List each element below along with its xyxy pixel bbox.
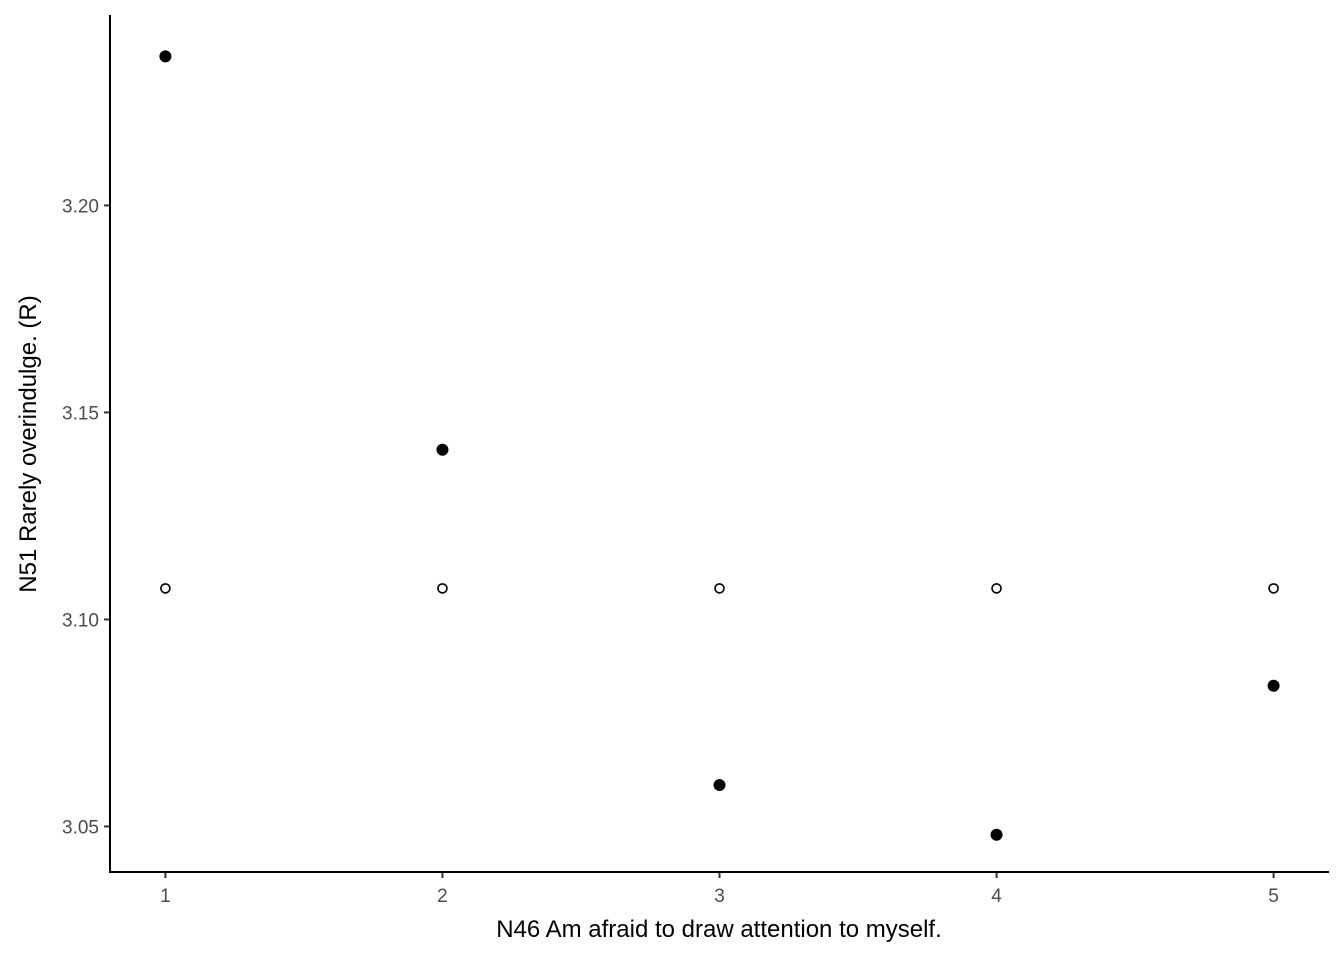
open-data-point (160, 583, 171, 594)
filled-data-point (990, 828, 1003, 841)
x-tick-label: 5 (1268, 886, 1279, 907)
y-tick-label: 3.05 (62, 817, 99, 838)
filled-data-point (436, 443, 449, 456)
x-tick-label: 1 (160, 886, 171, 907)
x-axis-ticks: 1 2 3 4 5 (160, 872, 1279, 907)
open-data-point (437, 583, 448, 594)
filled-data-point (159, 50, 172, 63)
y-axis-ticks: 3.05 3.10 3.15 3.20 (62, 196, 110, 838)
open-data-point (714, 583, 725, 594)
data-points (159, 50, 1280, 841)
x-axis-title: N46 Am afraid to draw attention to mysel… (496, 916, 942, 943)
y-tick-label: 3.20 (62, 196, 99, 217)
x-tick-label: 4 (991, 886, 1002, 907)
x-tick-label: 2 (437, 886, 448, 907)
y-tick-label: 3.15 (62, 403, 99, 424)
open-data-point (1268, 583, 1279, 594)
y-axis-title: N51 Rarely overindulge. (R) (15, 295, 42, 592)
y-tick-label: 3.10 (62, 610, 99, 631)
open-data-point (991, 583, 1002, 594)
x-tick-label: 3 (714, 886, 725, 907)
filled-data-point (1267, 679, 1280, 692)
filled-data-point (713, 779, 726, 792)
